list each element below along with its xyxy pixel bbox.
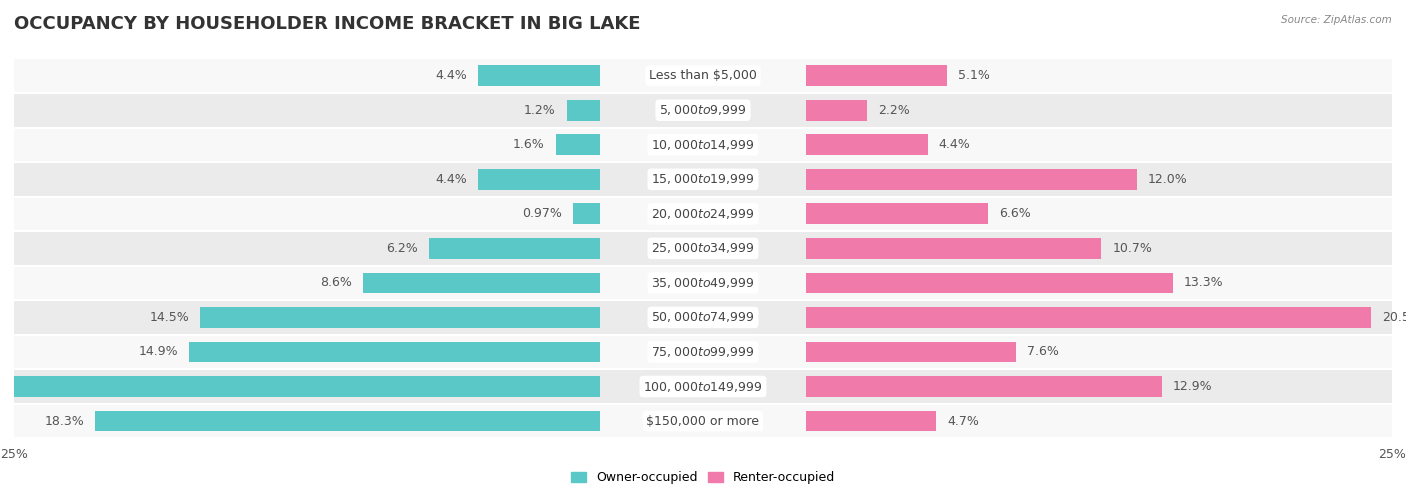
Text: 14.5%: 14.5% bbox=[149, 311, 188, 324]
Text: 10.7%: 10.7% bbox=[1112, 242, 1152, 255]
Bar bbox=[14, 93, 1392, 128]
Bar bbox=[14, 369, 1392, 404]
Text: $20,000 to $24,999: $20,000 to $24,999 bbox=[651, 207, 755, 221]
Bar bbox=[14, 197, 1392, 231]
Text: 7.6%: 7.6% bbox=[1026, 345, 1059, 358]
Bar bbox=[572, 204, 599, 224]
Bar bbox=[478, 65, 599, 86]
Bar bbox=[807, 134, 928, 155]
Bar bbox=[567, 100, 599, 121]
Text: 4.4%: 4.4% bbox=[436, 69, 467, 82]
Text: 6.2%: 6.2% bbox=[387, 242, 418, 255]
Text: $5,000 to $9,999: $5,000 to $9,999 bbox=[659, 103, 747, 117]
Bar bbox=[14, 162, 1392, 197]
Text: 1.6%: 1.6% bbox=[513, 138, 544, 151]
Bar bbox=[807, 204, 988, 224]
Text: 12.0%: 12.0% bbox=[1149, 173, 1188, 186]
Text: 2.2%: 2.2% bbox=[877, 104, 910, 117]
Text: $75,000 to $99,999: $75,000 to $99,999 bbox=[651, 345, 755, 359]
Bar bbox=[807, 307, 1371, 328]
Text: 5.1%: 5.1% bbox=[957, 69, 990, 82]
Bar bbox=[14, 335, 1392, 369]
Bar bbox=[14, 300, 1392, 335]
Bar bbox=[14, 404, 1392, 438]
Text: $25,000 to $34,999: $25,000 to $34,999 bbox=[651, 242, 755, 255]
Text: 4.4%: 4.4% bbox=[939, 138, 970, 151]
Legend: Owner-occupied, Renter-occupied: Owner-occupied, Renter-occupied bbox=[567, 466, 839, 487]
Text: 18.3%: 18.3% bbox=[45, 414, 84, 428]
Text: 4.4%: 4.4% bbox=[436, 173, 467, 186]
Bar bbox=[14, 58, 1392, 93]
Text: $50,000 to $74,999: $50,000 to $74,999 bbox=[651, 310, 755, 324]
Bar bbox=[807, 100, 868, 121]
Bar bbox=[0, 376, 599, 397]
Text: 6.6%: 6.6% bbox=[1000, 207, 1031, 220]
Bar bbox=[14, 265, 1392, 300]
Text: 1.2%: 1.2% bbox=[524, 104, 555, 117]
Bar bbox=[807, 376, 1161, 397]
Bar bbox=[807, 341, 1015, 362]
Bar bbox=[14, 128, 1392, 162]
Text: 4.7%: 4.7% bbox=[946, 414, 979, 428]
Text: $100,000 to $149,999: $100,000 to $149,999 bbox=[644, 379, 762, 393]
Bar bbox=[363, 273, 599, 293]
Bar bbox=[555, 134, 599, 155]
Text: 13.3%: 13.3% bbox=[1184, 277, 1223, 289]
Text: Less than $5,000: Less than $5,000 bbox=[650, 69, 756, 82]
Text: 0.97%: 0.97% bbox=[522, 207, 562, 220]
Bar bbox=[96, 411, 599, 431]
Bar bbox=[807, 411, 936, 431]
Text: OCCUPANCY BY HOUSEHOLDER INCOME BRACKET IN BIG LAKE: OCCUPANCY BY HOUSEHOLDER INCOME BRACKET … bbox=[14, 15, 641, 33]
Text: 20.5%: 20.5% bbox=[1382, 311, 1406, 324]
Bar bbox=[14, 231, 1392, 265]
Text: 14.9%: 14.9% bbox=[138, 345, 179, 358]
Bar bbox=[807, 273, 1173, 293]
Text: 12.9%: 12.9% bbox=[1173, 380, 1212, 393]
Bar bbox=[429, 238, 599, 259]
Bar bbox=[807, 65, 946, 86]
Text: 8.6%: 8.6% bbox=[319, 277, 352, 289]
Bar bbox=[188, 341, 600, 362]
Text: $10,000 to $14,999: $10,000 to $14,999 bbox=[651, 138, 755, 152]
Text: $15,000 to $19,999: $15,000 to $19,999 bbox=[651, 172, 755, 187]
Bar bbox=[807, 238, 1101, 259]
Text: $150,000 or more: $150,000 or more bbox=[647, 414, 759, 428]
Bar bbox=[200, 307, 599, 328]
Bar bbox=[807, 169, 1137, 189]
Bar bbox=[478, 169, 599, 189]
Text: $35,000 to $49,999: $35,000 to $49,999 bbox=[651, 276, 755, 290]
Text: Source: ZipAtlas.com: Source: ZipAtlas.com bbox=[1281, 15, 1392, 25]
